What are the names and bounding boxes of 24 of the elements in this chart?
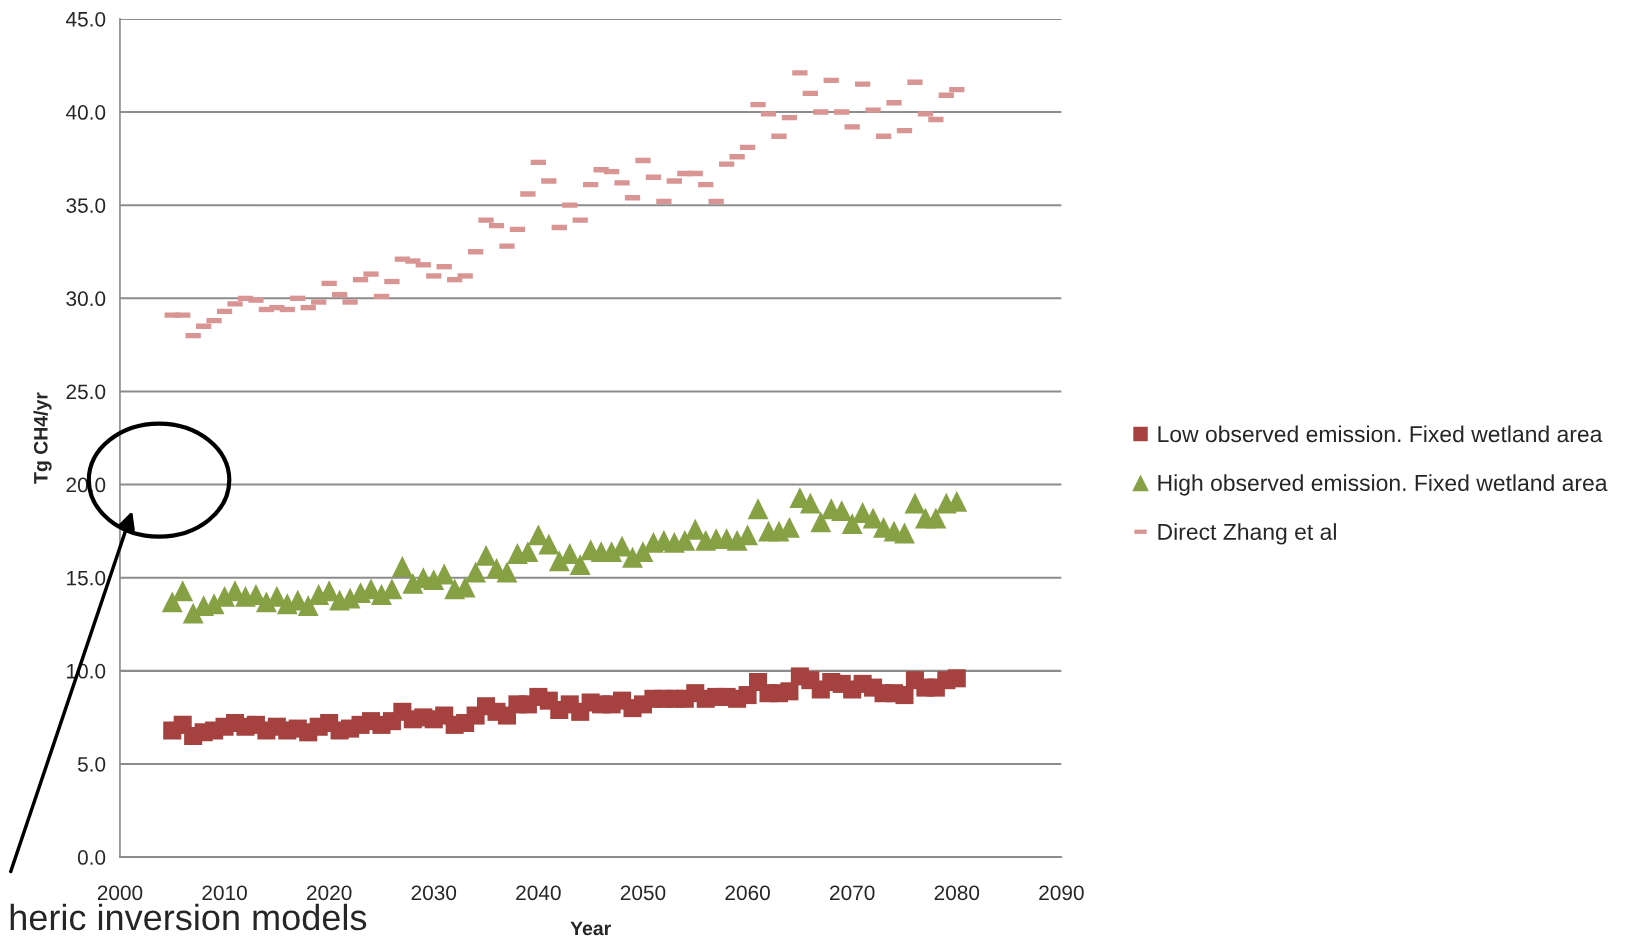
y-tick-label: 15.0	[67, 570, 106, 586]
text: heric inversion models	[10, 903, 367, 931]
legend-label: High observed emission. Fixed wetland area	[1158, 474, 1608, 496]
x-tick-label: 2050	[620, 885, 666, 901]
y-tick-label: 0.0	[77, 850, 106, 865]
y-tick-label: 5.0	[77, 756, 106, 772]
x-tick-label: 2060	[725, 885, 770, 901]
x-tick-label: 2010	[202, 885, 247, 901]
y-tick-label: 45.0	[65, 11, 106, 27]
legend-label: Low observed emission. Fixed wetland area	[1158, 425, 1603, 443]
x-tick-label: 2040	[516, 885, 561, 901]
x-tick-label: 2070	[830, 885, 875, 901]
y-tick-label: 30.0	[66, 291, 106, 307]
legend-label: Direct Zhang et al	[1158, 523, 1336, 545]
x-tick-label: 2080	[934, 885, 980, 901]
x-axis-title: Year	[570, 921, 611, 936]
y-tick-label: 35.0	[66, 198, 106, 213]
x-tick-label: 2090	[1039, 885, 1084, 901]
y-tick-label: 25.0	[66, 384, 106, 400]
y-tick-label: 40.0	[65, 105, 106, 120]
x-tick-label: 2000	[97, 885, 143, 901]
x-tick-label: 2020	[307, 885, 352, 901]
y-axis-title: Tg CH4/yr	[33, 392, 52, 484]
x-tick-label: 2030	[411, 885, 457, 901]
